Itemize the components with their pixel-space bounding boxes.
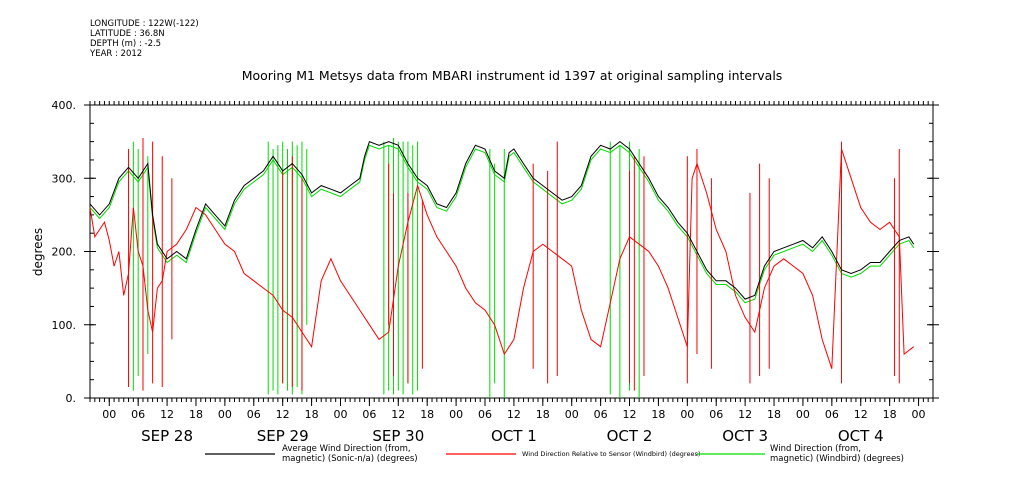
x-tick-label: 12 <box>391 408 405 421</box>
x-tick-label: 18 <box>305 408 319 421</box>
x-tick-label: 00 <box>102 408 116 421</box>
x-tick-label: 00 <box>565 408 579 421</box>
legend-label: magnetic) (Windbird) (degrees) <box>770 454 904 464</box>
x-tick-label: 06 <box>362 408 376 421</box>
x-tick-label: 06 <box>825 408 839 421</box>
x-tick-label: 12 <box>854 408 868 421</box>
legend-label: Wind Direction Relative to Sensor (Windb… <box>522 450 700 458</box>
x-tick-label: 12 <box>160 408 174 421</box>
date-label: SEP 30 <box>372 427 424 445</box>
date-label: OCT 2 <box>607 427 653 445</box>
x-axis: 00 06 12 18 00 06 12 18 00 06 12 18 00 06 12 18 00 06 12 18… <box>102 398 926 445</box>
y-tick-label: 300. <box>52 172 77 185</box>
x-tick-label: 00 <box>796 408 810 421</box>
metadata-block: LONGITUDE : 122W(-122) LATITUDE : 36.8N … <box>90 19 199 59</box>
x-tick-label: 06 <box>594 408 608 421</box>
latitude-text: LATITUDE : 36.8N <box>90 29 165 39</box>
x-tick-label: 00 <box>449 408 463 421</box>
y-tick-label: 200. <box>52 246 77 259</box>
depth-text: DEPTH (m) : -2.5 <box>90 39 162 49</box>
date-label: OCT 3 <box>722 427 768 445</box>
date-label: OCT 1 <box>491 427 537 445</box>
y-axis-label: degrees <box>31 228 45 276</box>
x-tick-label: 12 <box>507 408 521 421</box>
series-line <box>89 144 915 304</box>
legend: Average Wind Direction (from,magnetic) (… <box>205 444 904 464</box>
x-tick-label: 18 <box>651 408 665 421</box>
x-tick-label: 00 <box>333 408 347 421</box>
series-line <box>89 140 915 300</box>
x-tick-label: 12 <box>623 408 637 421</box>
x-tick-label: 00 <box>218 408 232 421</box>
series-1 <box>89 137 915 391</box>
series-line <box>89 148 915 369</box>
plot-frame <box>89 101 934 402</box>
y-tick-label: 100. <box>52 319 77 332</box>
x-tick-label: 18 <box>420 408 434 421</box>
x-tick-label: 06 <box>478 408 492 421</box>
x-tick-label: 00 <box>912 408 926 421</box>
x-tick-label: 06 <box>247 408 261 421</box>
longitude-text: LONGITUDE : 122W(-122) <box>90 19 199 29</box>
plot-border <box>89 104 934 399</box>
series-0 <box>89 140 915 300</box>
date-label: SEP 29 <box>257 427 309 445</box>
year-text: YEAR : 2012 <box>90 49 143 59</box>
x-tick-label: 18 <box>883 408 897 421</box>
x-tick-label: 18 <box>536 408 550 421</box>
x-tick-label: 12 <box>738 408 752 421</box>
series-layer <box>89 137 915 398</box>
date-label: OCT 4 <box>838 427 884 445</box>
x-tick-label: 00 <box>680 408 694 421</box>
date-label: SEP 28 <box>141 427 193 445</box>
legend-label: Average Wind Direction (from, <box>282 444 411 454</box>
x-tick-label: 18 <box>767 408 781 421</box>
y-tick-label: 0. <box>66 392 77 405</box>
x-tick-label: 06 <box>131 408 145 421</box>
legend-label: magnetic) (Sonic-n/a) (degrees) <box>282 454 418 464</box>
x-tick-label: 12 <box>276 408 290 421</box>
chart-title: Mooring M1 Metsys data from MBARI instru… <box>242 68 783 83</box>
y-tick-label: 400. <box>52 99 77 112</box>
x-tick-label: 06 <box>709 408 723 421</box>
y-axis: 0. 100. 200. 300. 400. <box>52 99 939 405</box>
legend-label: Wind Direction (from, <box>770 444 861 454</box>
x-tick-label: 18 <box>189 408 203 421</box>
